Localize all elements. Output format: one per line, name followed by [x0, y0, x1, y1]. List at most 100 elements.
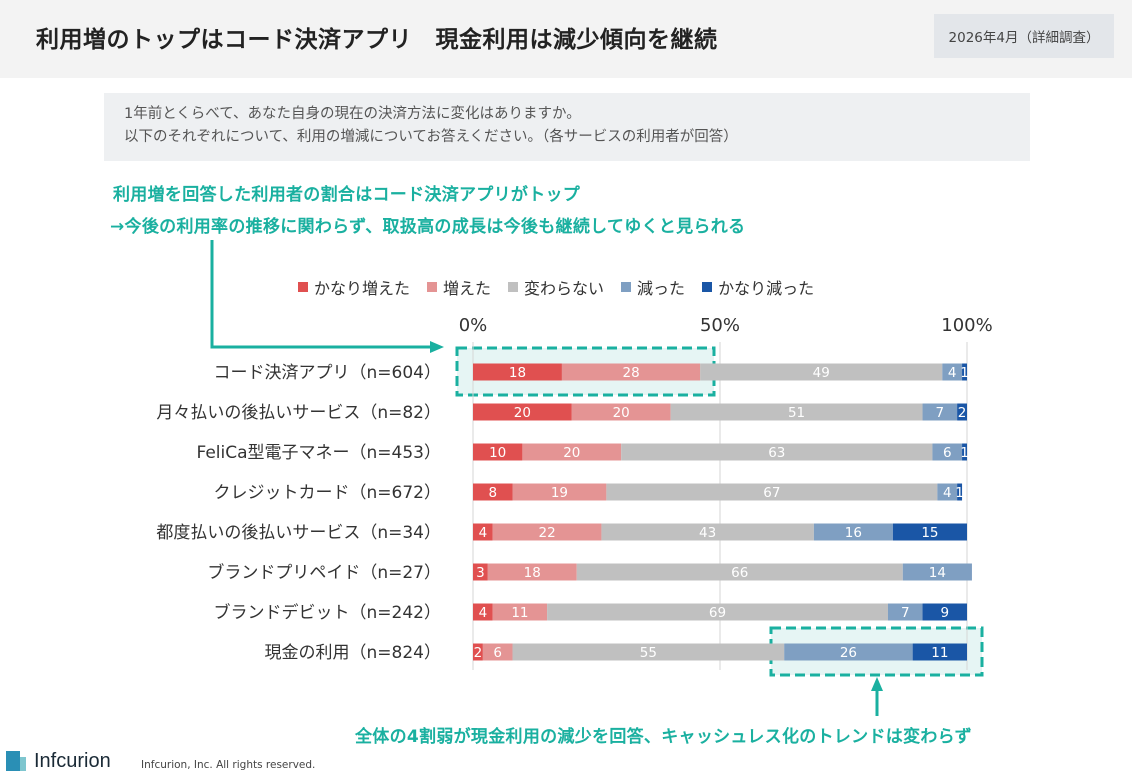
bar-segment — [547, 603, 888, 621]
data-label: 66 — [731, 565, 748, 581]
legend-item-1: 増えた — [427, 275, 491, 299]
legend-item-0: かなり増えた — [298, 275, 410, 299]
legend-label: 変わらない — [524, 279, 605, 298]
data-label: 9 — [940, 605, 949, 621]
bar-segment — [487, 563, 577, 581]
bar-segment — [571, 403, 671, 421]
category-label: 都度払いの後払いサービス（n=34） — [156, 523, 441, 543]
bar-segment — [473, 363, 562, 381]
bar-segment — [561, 363, 701, 381]
data-label: 28 — [622, 365, 639, 381]
data-label: 4 — [479, 605, 488, 621]
legend-label: かなり増えた — [314, 279, 411, 298]
bar-segment — [962, 363, 967, 381]
arrow-connector-top — [210, 240, 430, 349]
data-label: 69 — [709, 605, 726, 621]
bar-segment — [606, 483, 938, 501]
data-label: 7 — [936, 405, 945, 421]
bar-segment — [962, 443, 967, 461]
data-label: 55 — [640, 645, 657, 661]
data-label: 4 — [943, 485, 952, 501]
data-label: 3 — [476, 565, 485, 581]
data-label: 2 — [958, 405, 967, 421]
data-label: 49 — [813, 365, 830, 381]
page-title: 利用増のトップはコード決済アプリ 現金利用は減少傾向を継続 — [36, 27, 718, 53]
chart-legend: かなり増えた 増えた 変わらない 減った かなり減った — [298, 275, 831, 299]
bar-segment — [473, 523, 493, 541]
insight-top-line-2: →今後の利用率の推移に関わらず、取扱高の成長は今後も継続してゆくと見られる — [110, 217, 746, 237]
question-line-2: 以下のそれぞれについて、利用の増減についてお答えください。（各サービスの利用者が… — [124, 129, 738, 145]
bar-segment — [957, 403, 967, 421]
bar-segment — [482, 643, 513, 661]
legend-label: かなり減った — [718, 279, 815, 298]
legend-swatch — [508, 282, 519, 292]
bar-segment — [473, 643, 483, 661]
legend-label: 減った — [637, 279, 686, 298]
bar-segment — [813, 523, 893, 541]
legend-label: 増えた — [443, 279, 492, 298]
data-label: 20 — [613, 405, 630, 421]
data-label: 7 — [901, 605, 910, 621]
bar-segment — [922, 603, 967, 621]
category-label: ブランドプリペイド（n=27） — [207, 562, 441, 583]
category-label: クレジットカード（n=672） — [214, 483, 441, 503]
logo-text: Infcurion — [34, 749, 111, 772]
arrow-head-right-icon — [430, 341, 444, 353]
data-label: 15 — [921, 525, 938, 541]
data-label: 1 — [955, 485, 964, 501]
bar-segment — [512, 643, 785, 661]
bar-segment — [902, 563, 972, 581]
header-bar: 利用増のトップはコード決済アプリ 現金利用は減少傾向を継続 2026年4月（詳細… — [0, 0, 1132, 78]
data-label: 11 — [511, 605, 528, 621]
bar-segment — [473, 403, 572, 421]
data-label: 18 — [524, 565, 541, 581]
question-box: 1年前とくらべて、あなた自身の現在の決済方法に変化はありますか。 以下のそれぞれ… — [104, 93, 1030, 161]
bar-segment — [601, 523, 814, 541]
data-label: 20 — [514, 405, 531, 421]
bar-segment — [892, 523, 967, 541]
data-label: 51 — [788, 405, 805, 421]
data-label: 8 — [488, 485, 497, 501]
data-label: 1 — [960, 365, 969, 381]
bar-segment — [957, 483, 963, 501]
x-tick-label: 50% — [700, 315, 740, 336]
legend-item-4: かなり減った — [702, 275, 814, 299]
data-label: 11 — [931, 645, 948, 661]
data-label: 1 — [960, 445, 969, 461]
legend-swatch — [298, 282, 308, 292]
data-label: 2 — [474, 645, 483, 661]
arrow-head-up-icon — [871, 677, 883, 691]
bar-segment — [473, 563, 488, 581]
data-label: 16 — [845, 525, 862, 541]
copyright: Infcurion, Inc. All rights reserved. — [141, 759, 316, 771]
data-label: 4 — [948, 365, 957, 381]
legend-item-2: 変わらない — [508, 275, 604, 299]
data-label: 6 — [493, 645, 502, 661]
data-label: 6 — [943, 445, 952, 461]
data-label: 10 — [489, 445, 506, 461]
bar-segment — [621, 443, 933, 461]
bar-segment — [473, 443, 523, 461]
data-label: 67 — [763, 485, 780, 501]
data-label: 18 — [509, 365, 526, 381]
bar-segment — [492, 603, 548, 621]
x-tick-label: 100% — [941, 315, 992, 336]
legend-item-3: 減った — [621, 275, 685, 299]
bar-segment — [922, 403, 958, 421]
legend-swatch — [427, 282, 438, 292]
bar-segment — [670, 403, 923, 421]
bar-segment — [473, 603, 493, 621]
bar-segment — [512, 483, 607, 501]
data-label: 4 — [479, 525, 488, 541]
legend-swatch — [702, 282, 713, 292]
company-logo: Infcurion — [6, 749, 111, 773]
bar-segment — [700, 363, 943, 381]
bar-segment — [942, 363, 963, 381]
data-label: 26 — [840, 645, 857, 661]
category-label: FeliCa型電子マネー（n=453） — [196, 443, 441, 463]
bar-segment — [937, 483, 958, 501]
category-label: 月々払いの後払いサービス（n=82） — [156, 403, 441, 423]
insight-top-line-1: 利用増を回答した利用者の割合はコード決済アプリがトップ — [113, 185, 581, 205]
data-label: 43 — [699, 525, 716, 541]
